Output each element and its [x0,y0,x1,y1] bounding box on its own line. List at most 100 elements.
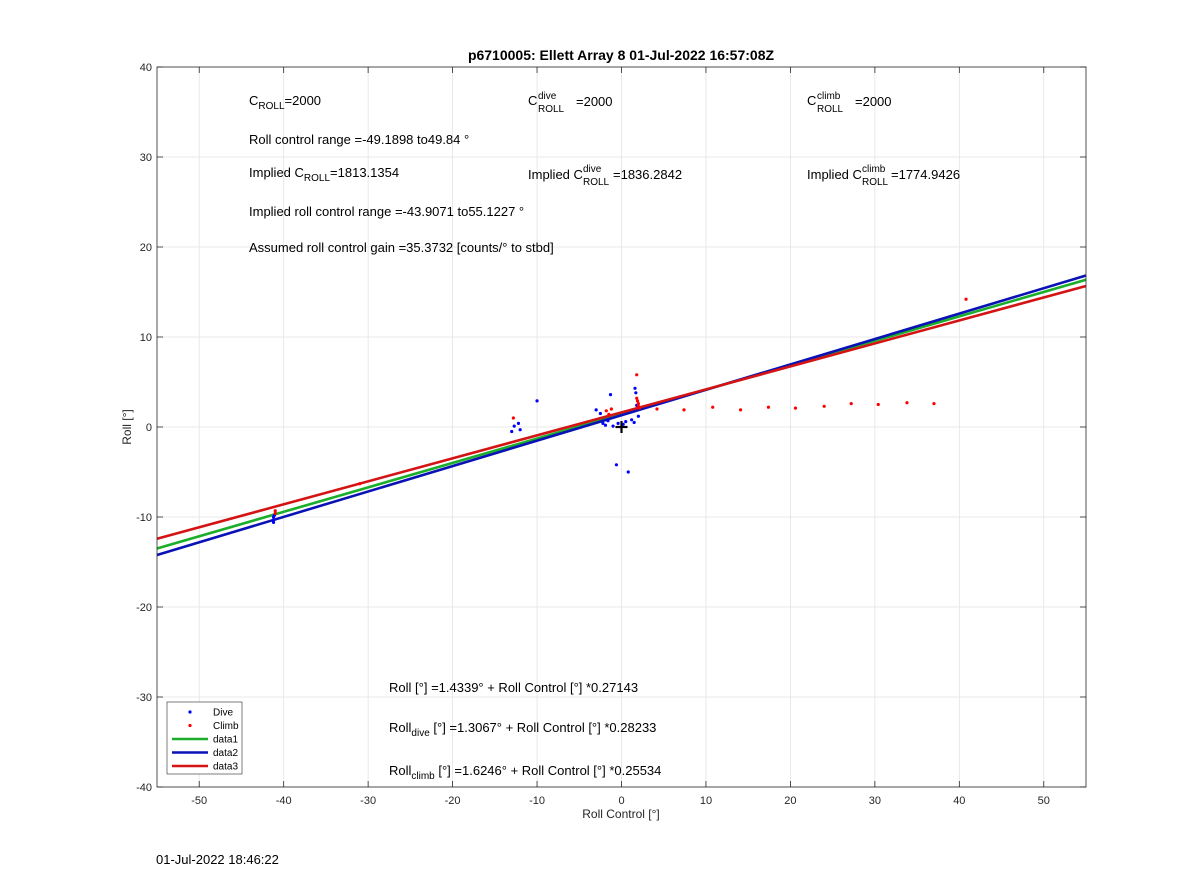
fit-line-data3 [156,284,1087,541]
x-tick-label: 50 [1038,795,1050,807]
point-climb [655,407,659,411]
point-dive [271,520,276,525]
annot-c-roll-climb: Cclimb ROLL=2000 [807,91,892,115]
x-ticks: -50 -40 -30 -20 -10 0 10 20 30 40 50 [191,67,1050,807]
point-dive [633,386,637,390]
point-dive [608,393,613,397]
legend-swatch-dive [188,710,192,714]
fit-equation-climb: Rollclimb [°] =1.6246° + Roll Control [°… [389,763,661,782]
x-tick-label: 40 [953,795,965,807]
point-dive [614,463,619,467]
point-dive [636,414,640,418]
point-climb [273,511,277,515]
point-climb [511,416,515,420]
point-climb [609,407,613,411]
annot-implied-c-roll-dive: Implied Cdive ROLL=1836.2842 [528,164,682,188]
legend-label-data2: data2 [213,748,238,759]
x-tick-label: -20 [445,795,461,807]
legend-label-data1: data1 [213,735,238,746]
point-dive [518,428,522,432]
y-tick-label: -30 [136,692,152,704]
annot-c-roll-dive: Cdive ROLL=2000 [528,91,613,115]
point-dive [535,399,539,403]
point-climb [273,509,277,513]
point-dive [271,518,276,522]
annot-implied-c-roll-climb: Implied Cclimb ROLL=1774.9426 [807,164,960,188]
x-tick-label: 10 [700,795,712,807]
legend: Dive Climb data1 data2 data3 [166,701,243,775]
chart-title: p6710005: Ellett Array 8 01-Jul-2022 16:… [468,47,775,63]
footer-timestamp: 01-Jul-2022 18:46:22 [156,852,279,867]
y-tick-label: 40 [140,62,152,74]
legend-label-dive: Dive [213,708,233,719]
annot-gain: Assumed roll control gain =35.3732 [coun… [249,240,554,255]
fit-line-data2 [156,274,1087,557]
y-tick-label: 30 [140,152,152,164]
point-dive [603,423,608,427]
point-climb [635,399,640,403]
point-climb [682,408,686,412]
x-tick-label: 0 [618,795,624,807]
x-tick-label: 20 [784,795,796,807]
y-ticks: -40 -30 -20 -10 0 10 20 30 40 [136,62,1086,794]
y-axis-label: Roll [°] [120,409,134,444]
y-tick-label: 10 [140,332,152,344]
point-climb [822,404,826,408]
point-dive [601,421,605,425]
point-climb [636,402,640,406]
point-dive [516,421,521,425]
point-climb [738,408,743,412]
point-climb [766,405,771,409]
annot-implied-range: Implied roll control range =-43.9071 to5… [249,204,524,219]
y-tick-label: 20 [140,242,152,254]
legend-items: Dive Climb data1 data2 data3 [172,708,239,773]
fit-lines [156,274,1087,557]
point-climb [793,406,798,410]
point-climb [637,406,641,410]
x-tick-label: -50 [191,795,207,807]
x-tick-label: -40 [276,795,292,807]
point-dive [594,408,598,412]
point-climb [711,405,715,409]
fit-equation-dive: Rolldive [°] =1.3067° + Roll Control [°]… [389,720,656,739]
y-tick-label: -20 [136,602,152,614]
point-dive [624,420,628,424]
x-tick-label: 30 [869,795,881,807]
annot-implied-c-roll: Implied CROLL=1813.1354 [249,165,399,184]
point-dive [510,429,514,434]
legend-label-data3: data3 [213,762,238,773]
x-axis-label: Roll Control [°] [582,807,660,821]
point-climb [905,401,909,405]
point-dive [634,391,638,395]
point-climb [635,396,639,400]
data-points [271,297,968,525]
legend-label-climb: Climb [213,721,239,732]
point-climb [932,402,936,406]
point-climb [358,482,362,486]
point-dive [626,470,630,474]
point-dive [512,424,516,428]
point-dive [616,421,620,425]
point-dive [630,418,634,422]
legend-swatch-climb [188,723,192,728]
point-dive [606,419,610,423]
point-climb [635,373,639,377]
point-climb [607,412,611,416]
y-tick-label: -10 [136,512,152,524]
point-climb [604,409,608,413]
x-tick-label: -30 [360,795,376,807]
point-climb [964,297,968,301]
point-climb [849,402,853,406]
y-tick-label: 0 [146,422,152,434]
fit-equation-all: Roll [°] =1.4339° + Roll Control [°] *0.… [389,680,638,695]
point-climb [876,402,880,407]
annot-roll-control-range: Roll control range =-49.1898 to49.84 ° [249,132,469,147]
origin-marker [615,421,628,433]
point-dive [611,424,615,428]
point-dive [632,420,636,425]
annot-c-roll: CROLL=2000 [249,93,321,112]
point-dive [598,411,602,416]
y-tick-label: -40 [136,782,152,794]
x-tick-label: -10 [529,795,545,807]
